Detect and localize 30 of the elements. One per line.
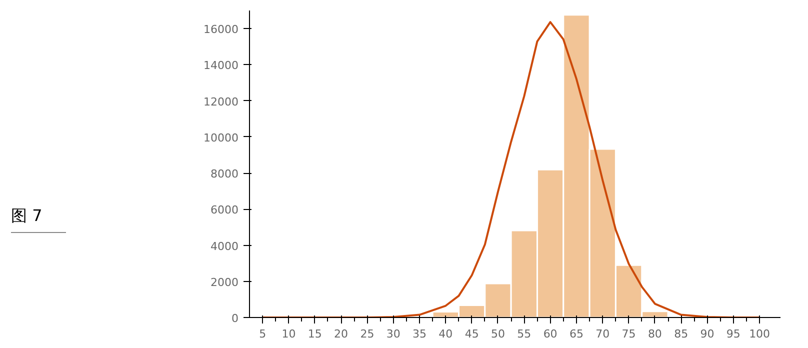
x-tick-label: 70 [596,328,610,340]
y-tick-label: 6000 [210,204,239,217]
x-tick-label: 40 [438,328,453,340]
x-tick-label: 90 [700,328,714,340]
x-tick-label: 45 [464,328,479,340]
x-tick-label: 80 [648,328,662,340]
x-tick-label: 35 [412,328,427,340]
x-tick-label: 85 [674,328,688,340]
x-tick-label: 75 [622,328,636,340]
y-tick-label: 14000 [204,59,239,72]
y-tick-label: 8000 [210,168,239,181]
y-tick-label: 12000 [204,95,239,108]
x-tick-label: 60 [543,328,558,340]
caption: 图 7 [11,205,66,233]
x-tick-label: 65 [569,328,584,340]
x-tick-label: 30 [386,328,400,340]
x-tick-label: 95 [726,328,740,340]
x-tick-label: 55 [517,328,532,340]
y-tick-label: 2000 [210,276,239,289]
y-tick-label: 0 [232,312,238,325]
x-tick-label: 50 [491,328,505,340]
x-tick-label: 20 [334,328,348,340]
x-tick-label: 15 [308,328,322,340]
x-tick-label: 5 [259,328,266,340]
x-tick-label: 100 [749,328,770,340]
y-tick-label: 10000 [204,131,239,144]
y-tick-label: 4000 [210,240,239,253]
x-tick-label: 25 [360,328,374,340]
x-tick-label: 10 [282,328,296,340]
y-tick-label: 16000 [204,23,239,36]
